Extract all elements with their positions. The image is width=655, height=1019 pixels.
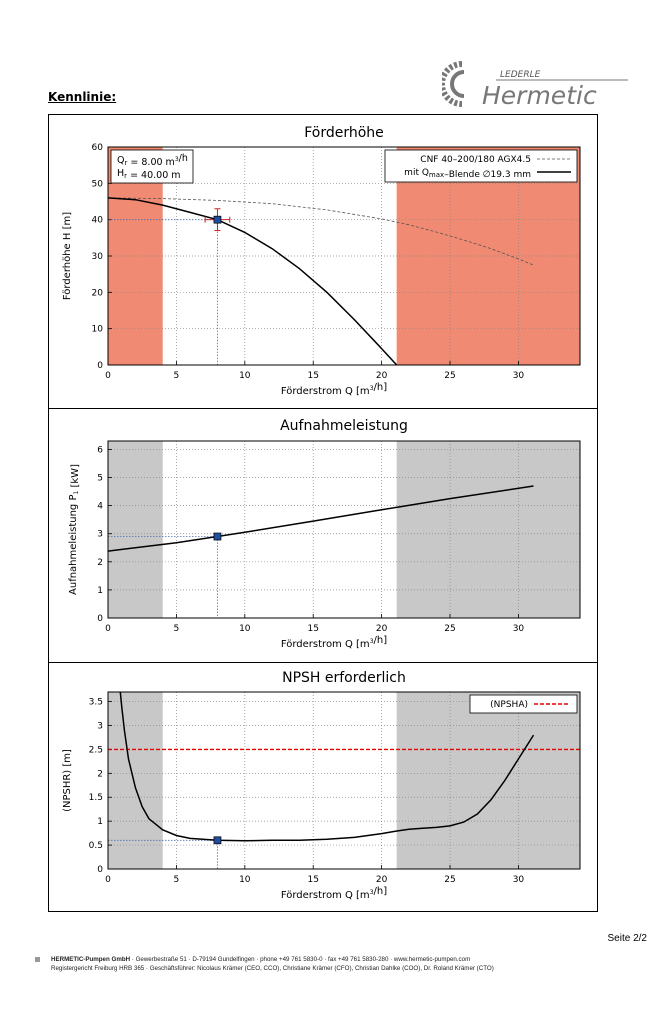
y-axis-label: Aufnahmeleistung P1 [kW] [68, 464, 81, 595]
x-axis-label: Förderstrom Q [m3/h] [281, 382, 387, 397]
x-tick-label: 20 [376, 624, 388, 634]
legend-label: CNF 40–200/180 AGX4.5 [420, 155, 531, 165]
chart-title: Aufnahmeleistung [280, 418, 408, 434]
x-tick-label: 25 [444, 624, 455, 634]
y-tick-label: 3 [97, 530, 103, 540]
hermetic-logo: LEDERLE Hermetic [442, 61, 628, 108]
footer-company: HERMETIC-Pumpen GmbH [51, 956, 131, 963]
series-line [108, 197, 398, 365]
operating-point-marker [213, 532, 222, 541]
chart-title: Förderhöhe [304, 125, 384, 141]
plot-area-border [107, 146, 581, 366]
info-box-line: Qr = 8.00 m3/h [117, 153, 188, 168]
y-tick-label: 0.5 [89, 841, 103, 851]
y-tick-label: 1 [97, 586, 103, 596]
x-tick-label: 20 [376, 371, 388, 381]
y-tick-label: 10 [92, 325, 104, 335]
x-tick-label: 5 [174, 875, 180, 885]
y-tick-label: 0 [97, 614, 103, 624]
x-tick-label: 15 [307, 371, 318, 381]
x-tick-label: 15 [307, 875, 318, 885]
chart-title: NPSH erforderlich [282, 670, 406, 686]
y-tick-label: 3.5 [89, 698, 103, 708]
y-tick-label: 20 [92, 288, 104, 298]
y-tick-label: 1.5 [89, 793, 103, 803]
y-tick-label: 0 [97, 865, 103, 875]
y-tick-label: 30 [92, 252, 104, 262]
logo-main-text: Hermetic [482, 81, 597, 108]
y-axis-label: (NPSHR) [m] [62, 749, 73, 812]
operating-limit-zone [108, 441, 163, 618]
series-line [108, 197, 534, 266]
logo-top-text: LEDERLE [500, 70, 541, 80]
x-tick-label: 10 [239, 371, 251, 381]
x-tick-label: 20 [376, 875, 388, 885]
info-box-line: Hr = 40.00 m [117, 168, 181, 181]
gear-icon [442, 61, 465, 107]
plot-area-border [107, 440, 581, 619]
series-line [119, 692, 535, 842]
footer-line-1: HERMETIC-Pumpen GmbH · Gewerbestraße 51 … [51, 955, 470, 964]
y-tick-label: 60 [92, 143, 104, 153]
x-axis-label: Förderstrom Q [m3/h] [281, 886, 387, 901]
plot-area-border [107, 691, 581, 870]
charts-frame [48, 114, 598, 912]
footer-line-2: Registergericht Freiburg HRB 365 · Gesch… [51, 965, 494, 972]
operating-limit-zone [108, 692, 163, 869]
operating-point-marker [213, 836, 222, 845]
x-tick-label: 5 [174, 624, 180, 634]
y-tick-label: 2 [97, 558, 103, 568]
page-heading: Kennlinie: [48, 90, 117, 104]
footer-address: · Gewerbestraße 51 · D-79194 Gundelfinge… [130, 956, 471, 963]
y-tick-label: 2 [97, 769, 103, 779]
x-tick-label: 30 [513, 371, 525, 381]
y-axis-label: Förderhöhe H [m] [62, 212, 73, 300]
footer-bullet-icon [35, 957, 40, 962]
legend-label: mit Qmax–Blende ∅19.3 mm [404, 168, 531, 180]
x-tick-label: 5 [174, 371, 180, 381]
legend-box [469, 694, 578, 714]
x-tick-label: 10 [239, 624, 251, 634]
x-tick-label: 30 [513, 624, 525, 634]
series-line [108, 485, 534, 552]
y-tick-label: 6 [97, 445, 103, 455]
operating-point-marker [213, 215, 222, 224]
x-axis-label: Förderstrom Q [m3/h] [281, 635, 387, 650]
x-tick-label: 25 [444, 875, 455, 885]
page-number: Seite 2/2 [607, 933, 647, 944]
x-tick-label: 0 [105, 371, 111, 381]
y-tick-label: 50 [92, 179, 104, 189]
y-tick-label: 40 [92, 216, 104, 226]
x-tick-label: 0 [105, 875, 111, 885]
y-tick-label: 5 [97, 474, 103, 484]
x-tick-label: 0 [105, 624, 111, 634]
x-tick-label: 25 [444, 371, 455, 381]
y-tick-label: 2.5 [89, 745, 103, 755]
y-tick-label: 1 [97, 817, 103, 827]
operating-limit-zone [396, 441, 580, 618]
legend-label: (NPSHA) [490, 700, 528, 710]
info-box [110, 149, 194, 184]
chart-separator [49, 662, 597, 663]
y-tick-label: 0 [97, 361, 103, 371]
legend-box [384, 149, 578, 183]
x-tick-label: 10 [239, 875, 251, 885]
y-tick-label: 4 [97, 502, 103, 512]
x-tick-label: 30 [513, 875, 525, 885]
operating-limit-zone [396, 692, 580, 869]
x-tick-label: 15 [307, 624, 318, 634]
y-tick-label: 3 [97, 721, 103, 731]
chart-separator [49, 408, 597, 409]
